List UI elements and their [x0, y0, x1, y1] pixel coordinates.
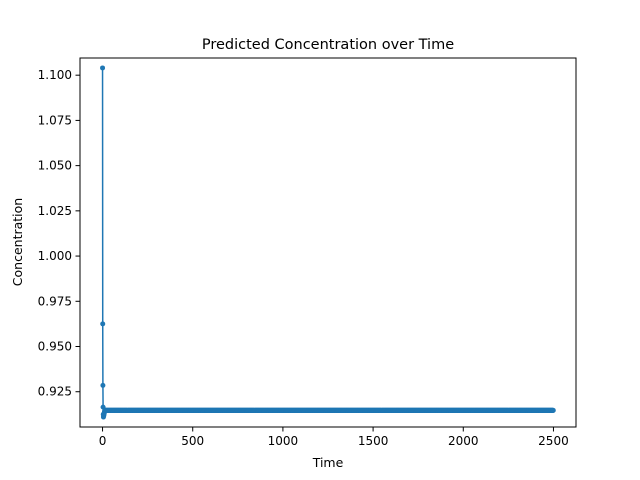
x-tick-label: 1500	[358, 434, 389, 448]
x-axis-label: Time	[312, 455, 344, 470]
x-tick-label: 1000	[268, 434, 299, 448]
data-point	[100, 65, 106, 71]
data-point	[550, 407, 556, 413]
x-tick-label: 2000	[448, 434, 479, 448]
y-tick-label: 1.000	[38, 249, 72, 263]
y-tick-label: 1.075	[38, 113, 72, 127]
series-layer	[100, 65, 556, 420]
x-tick-label: 2500	[538, 434, 569, 448]
x-tick-label: 0	[99, 434, 107, 448]
tick-group: 0 500 1000 1500 2000 2500 0.925 0.950 0.975 1.000…	[38, 68, 569, 448]
x-tick-label: 500	[181, 434, 204, 448]
data-point	[100, 382, 106, 388]
y-tick-label: 0.950	[38, 340, 72, 354]
data-point	[100, 321, 106, 327]
y-tick-label: 1.100	[38, 68, 72, 82]
y-tick-label: 1.025	[38, 204, 72, 218]
y-tick-label: 1.050	[38, 159, 72, 173]
plot-frame	[79, 57, 577, 428]
y-tick-label: 0.925	[38, 385, 72, 399]
y-axis-label: Concentration	[10, 198, 25, 286]
y-tick-label: 0.975	[38, 294, 72, 308]
chart-title: Predicted Concentration over Time	[202, 37, 454, 53]
